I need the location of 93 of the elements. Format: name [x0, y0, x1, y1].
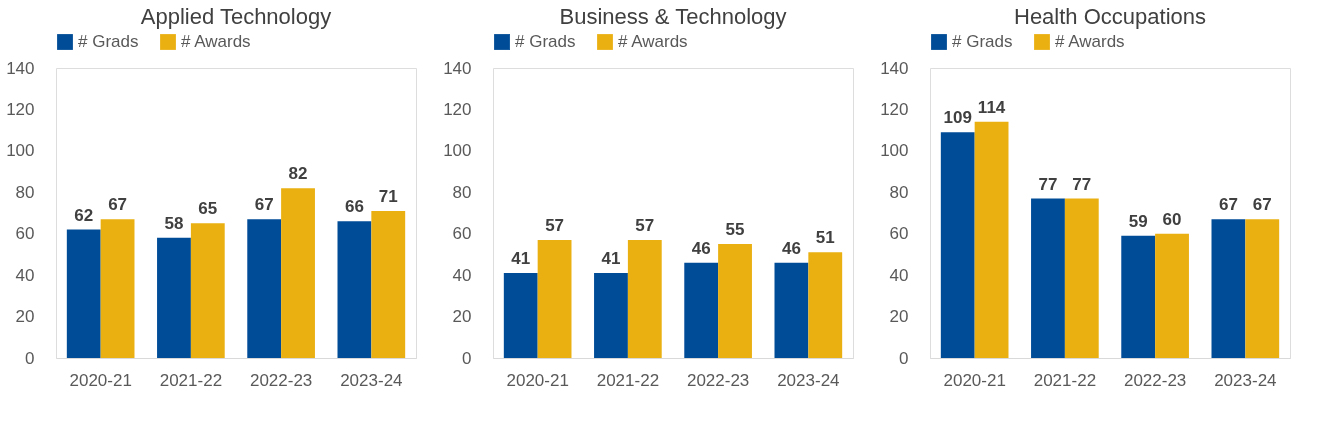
data-label: 67 [1252, 195, 1272, 215]
bar [1155, 233, 1189, 358]
y-tick-label: 20 [15, 307, 35, 327]
bar [100, 219, 135, 358]
bar [337, 221, 372, 358]
chart-title: Business & Technology [559, 4, 787, 29]
y-tick-label: 120 [880, 99, 909, 119]
y-tick-label: 40 [452, 265, 472, 285]
data-label: 67 [108, 195, 128, 215]
data-label: 57 [635, 215, 655, 235]
data-label: 59 [1128, 211, 1148, 231]
y-tick-label: 140 [443, 58, 472, 78]
bar [718, 244, 752, 358]
x-tick-label: 2020-21 [943, 370, 1006, 390]
bar [774, 262, 809, 358]
data-label: 82 [288, 164, 308, 184]
data-label: 41 [511, 249, 531, 269]
bar [157, 237, 191, 358]
bar [503, 273, 538, 358]
bar [1121, 235, 1156, 358]
y-tick-label: 0 [899, 348, 909, 368]
data-label: 62 [74, 205, 94, 225]
legend-label: # Grads [952, 32, 1013, 51]
data-label: 46 [691, 238, 711, 258]
x-tick-label: 2021-22 [159, 370, 223, 390]
data-label: 46 [781, 238, 801, 258]
x-tick-label: 2022-23 [249, 370, 313, 390]
x-tick-label: 2023-24 [1214, 370, 1277, 390]
y-tick-label: 100 [443, 141, 472, 161]
data-label: 109 [943, 108, 972, 128]
y-tick-label: 20 [889, 307, 909, 327]
y-tick-label: 60 [15, 224, 35, 244]
data-label: 57 [545, 215, 565, 235]
bar [371, 210, 406, 358]
data-label: 55 [725, 220, 745, 240]
y-tick-label: 60 [452, 224, 472, 244]
y-tick-label: 100 [880, 141, 909, 161]
bar [281, 188, 315, 358]
legend-label: # Awards [181, 32, 251, 51]
data-label: 51 [815, 228, 835, 248]
x-tick-label: 2021-22 [596, 370, 660, 390]
data-label: 114 [977, 97, 1006, 117]
bar [1031, 198, 1065, 358]
legend-label: # Grads [515, 32, 576, 51]
data-label: 67 [254, 195, 274, 215]
bar [1064, 198, 1099, 358]
data-label: 67 [1218, 195, 1238, 215]
bar [1245, 219, 1280, 358]
y-tick-label: 60 [889, 224, 909, 244]
data-label: 77 [1072, 174, 1092, 194]
y-tick-label: 140 [6, 58, 35, 78]
bar [594, 273, 628, 358]
x-tick-label: 2020-21 [69, 370, 132, 390]
data-label: 71 [378, 186, 398, 206]
y-tick-label: 80 [15, 182, 35, 202]
x-tick-label: 2022-23 [686, 370, 750, 390]
bar [940, 132, 975, 358]
y-tick-label: 0 [462, 348, 472, 368]
data-label: 60 [1162, 209, 1182, 229]
chart-title: Applied Technology [140, 4, 332, 29]
data-label: 65 [198, 199, 218, 219]
y-tick-label: 40 [889, 265, 909, 285]
bar [190, 223, 225, 358]
bar [66, 229, 101, 358]
x-tick-label: 2020-21 [506, 370, 569, 390]
y-tick-label: 120 [6, 99, 35, 119]
data-label: 66 [344, 197, 364, 217]
y-tick-label: 80 [452, 182, 472, 202]
chart-title: Health Occupations [1014, 4, 1206, 29]
y-tick-label: 100 [6, 141, 35, 161]
bar [684, 262, 719, 358]
data-label: 58 [164, 213, 184, 233]
y-tick-label: 40 [15, 265, 35, 285]
bar [974, 121, 1009, 358]
x-tick-label: 2023-24 [777, 370, 840, 390]
legend-label: # Awards [618, 32, 688, 51]
bar [808, 252, 843, 358]
x-tick-label: 2021-22 [1033, 370, 1097, 390]
bar [1211, 219, 1246, 358]
legend-label: # Grads [78, 32, 139, 51]
bar [537, 239, 572, 358]
data-label: 77 [1038, 174, 1058, 194]
y-tick-label: 0 [25, 348, 35, 368]
x-tick-label: 2022-23 [1123, 370, 1187, 390]
data-label: 41 [601, 249, 621, 269]
y-tick-label: 140 [880, 58, 909, 78]
bar [627, 239, 662, 358]
y-tick-label: 120 [443, 99, 472, 119]
legend-label: # Awards [1055, 32, 1125, 51]
bar [247, 219, 282, 358]
x-tick-label: 2023-24 [340, 370, 403, 390]
y-tick-label: 80 [889, 182, 909, 202]
y-tick-label: 20 [452, 307, 472, 327]
